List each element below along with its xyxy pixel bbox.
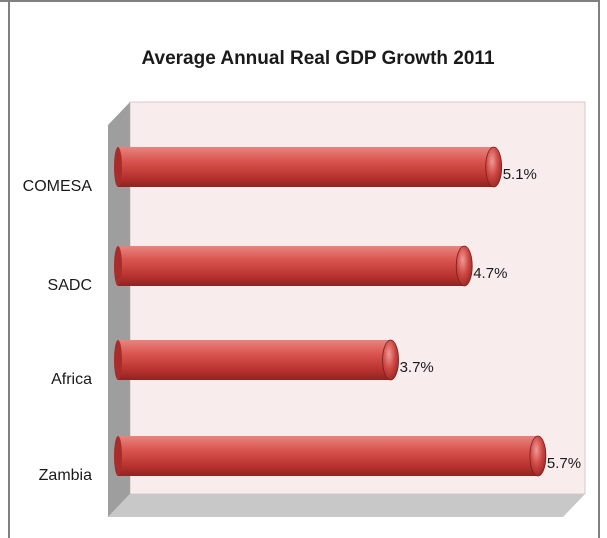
value-label-sadc: 4.7%	[473, 265, 507, 282]
bar-sadc	[118, 246, 465, 286]
value-label-zambia: 5.7%	[547, 455, 581, 472]
value-labels: 5.1% 4.7% 3.7% 5.7%	[400, 166, 582, 472]
bar-start-cap-comesa	[114, 147, 122, 187]
bar-zambia	[118, 436, 538, 476]
category-label-sadc: SADC	[48, 277, 92, 294]
bar-comesa	[118, 147, 494, 187]
bar-end-cap-comesa	[485, 146, 503, 188]
bar-end-cap-sadc	[455, 245, 473, 287]
bar-start-cap-zambia	[114, 436, 122, 476]
category-labels: COMESA SADC Africa Zambia	[23, 178, 93, 484]
bar-africa	[118, 340, 391, 380]
bar-end-cap-africa	[382, 339, 399, 381]
value-label-africa: 3.7%	[400, 359, 434, 376]
plot-floor	[108, 494, 585, 517]
bars-layer	[114, 146, 547, 477]
category-label-comesa: COMESA	[23, 178, 93, 195]
bar-start-cap-sadc	[114, 246, 122, 286]
bar-start-cap-africa	[114, 340, 122, 380]
category-label-zambia: Zambia	[39, 467, 92, 484]
value-label-comesa: 5.1%	[503, 166, 537, 183]
plot-side-wall	[108, 102, 130, 517]
category-label-africa: Africa	[51, 371, 92, 388]
chart-title: Average Annual Real GDP Growth 2011	[141, 48, 494, 69]
bar-end-cap-zambia	[529, 435, 547, 477]
